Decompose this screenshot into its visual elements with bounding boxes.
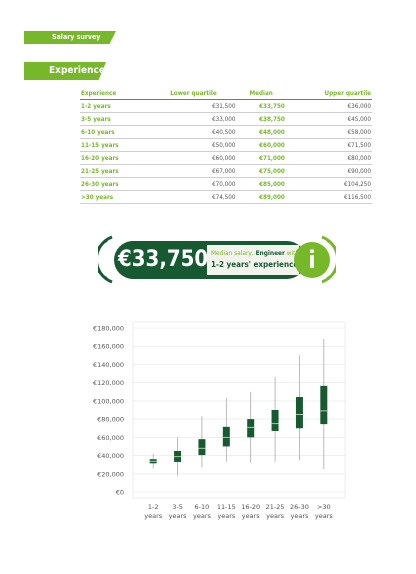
x-tick-label: 11-15	[217, 503, 236, 511]
lower-quartile-cell: €74,500	[150, 190, 237, 204]
salary-boxplot-chart: €0 €20,000 €40,000 €60,000 €80,000 €100,000 €1…	[85, 320, 348, 532]
info-icon-letter: i	[308, 246, 316, 274]
salary-table: Experience Lower quartile Median Upper q…	[80, 88, 372, 204]
table-header-row: Experience Lower quartile Median Upper q…	[80, 88, 372, 100]
experience-cell: 3-5 years	[80, 112, 151, 126]
x-tick-label: 1-2	[148, 503, 159, 511]
median-salary-banner: €33,750 Median salary, Engineer with 1-2…	[98, 232, 336, 287]
box	[295, 397, 303, 429]
x-tick-label: years	[217, 512, 236, 520]
survey-year-label: Salary survey 2019	[24, 31, 116, 44]
x-tick-label: years	[290, 512, 309, 520]
column-header-lower-quartile: Lower quartile	[150, 88, 237, 100]
column-header-median: Median	[236, 88, 286, 100]
plot-area-frame	[132, 321, 346, 499]
experience-cell: >30 years	[80, 190, 151, 204]
y-tick-label: €160,000	[93, 343, 124, 351]
median-cell: €38,750	[236, 112, 286, 126]
experience-cell: 26-30 years	[80, 177, 151, 191]
box	[320, 385, 328, 425]
x-tick-label: 21-25	[266, 503, 285, 511]
x-tick-label: years	[169, 512, 188, 520]
caption-line-2: 1-2 years' experience	[211, 260, 299, 269]
table-row: 6-10 years €40,500 €48,000 €58,000	[80, 125, 372, 139]
lower-quartile-cell: €60,000	[150, 151, 237, 165]
table-row: 21-25 years €67,000 €75,000 €90,000	[80, 164, 372, 178]
lower-quartile-cell: €40,500	[150, 125, 237, 139]
x-tick-label: years	[144, 512, 163, 520]
upper-quartile-cell: €90,000	[285, 164, 372, 178]
table-row: 26-30 years €70,000 €85,000 €104,250	[80, 177, 372, 191]
box	[247, 419, 255, 438]
y-tick-label: €100,000	[93, 397, 124, 405]
upper-quartile-cell: €45,000	[285, 112, 372, 126]
chart-svg: €0 €20,000 €40,000 €60,000 €80,000 €100,000 €1…	[93, 321, 346, 520]
experience-cell: 16-20 years	[80, 151, 151, 165]
box	[222, 426, 230, 447]
caption-suffix: with	[286, 249, 300, 257]
upper-quartile-cell: €58,000	[285, 125, 372, 139]
y-tick-label: €0	[116, 489, 124, 497]
x-tick-label: 6-10	[195, 503, 210, 511]
median-cell: €75,000	[236, 164, 286, 178]
experience-cell: 1-2 years	[80, 99, 151, 113]
lower-quartile-cell: €50,000	[150, 138, 237, 152]
median-cell: €48,000	[236, 125, 286, 139]
x-tick-label: years	[266, 512, 285, 520]
x-tick-label: years	[315, 512, 334, 520]
x-tick-label: years	[193, 512, 212, 520]
median-cell: €60,000	[236, 138, 286, 152]
experience-cell: 11-15 years	[80, 138, 151, 152]
banner-caption: Median salary, Engineer with 1-2 years' …	[207, 245, 299, 275]
table-row: 1-2 years €31,500 €33,750 €36,000	[80, 99, 372, 113]
x-tick-label: 16-20	[241, 503, 260, 511]
lower-quartile-cell: €31,500	[150, 99, 237, 113]
table-row: 11-15 years €50,000 €60,000 €71,500	[80, 138, 372, 152]
column-header-upper-quartile: Upper quartile	[285, 88, 372, 100]
median-cell: €85,000	[236, 177, 286, 191]
median-cell: €71,000	[236, 151, 286, 165]
y-tick-label: €120,000	[93, 379, 124, 387]
upper-quartile-cell: €116,500	[285, 190, 372, 204]
lower-quartile-cell: €67,000	[150, 164, 237, 178]
x-tick-label: >30	[317, 503, 331, 511]
y-tick-label: €20,000	[97, 470, 124, 478]
section-title: Experience	[24, 62, 106, 80]
y-tick-label: €180,000	[93, 325, 124, 333]
x-tick-label: 3-5	[172, 503, 183, 511]
median-cell: €33,750	[236, 99, 286, 113]
median-salary-amount: €33,750	[118, 247, 209, 272]
y-tick-label: €140,000	[93, 361, 124, 369]
experience-cell: 21-25 years	[80, 164, 151, 178]
caption-prefix: Median salary,	[211, 249, 254, 257]
box	[198, 439, 206, 456]
experience-cell: 6-10 years	[80, 125, 151, 139]
y-tick-label: €80,000	[97, 416, 124, 424]
column-header-experience: Experience	[80, 88, 151, 100]
banner-arc-decoration	[98, 235, 336, 284]
upper-quartile-cell: €71,500	[285, 138, 372, 152]
median-cell: €89,000	[236, 190, 286, 204]
lower-quartile-cell: €33,000	[150, 112, 237, 126]
lower-quartile-cell: €70,000	[150, 177, 237, 191]
x-tick-label: 26-30	[290, 503, 309, 511]
y-tick-label: €60,000	[97, 434, 124, 442]
caption-role: Engineer	[255, 249, 285, 257]
upper-quartile-cell: €80,000	[285, 151, 372, 165]
table-row: 16-20 years €60,000 €71,000 €80,000	[80, 151, 372, 165]
upper-quartile-cell: €104,250	[285, 177, 372, 191]
caption-line-1: Median salary, Engineer with	[211, 248, 299, 259]
upper-quartile-cell: €36,000	[285, 99, 372, 113]
table-row: >30 years €74,500 €89,000 €116,500	[80, 190, 372, 204]
info-icon	[294, 242, 330, 278]
box	[271, 410, 279, 431]
table-row: 3-5 years €33,000 €38,750 €45,000	[80, 112, 372, 126]
x-tick-label: years	[242, 512, 261, 520]
y-tick-label: €40,000	[97, 452, 124, 460]
